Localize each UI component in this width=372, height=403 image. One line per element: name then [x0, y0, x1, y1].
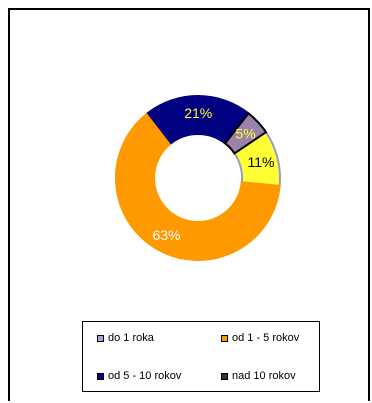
- legend-item-od-1-5-rokov: od 1 - 5 rokov: [221, 332, 299, 344]
- data-label-do-1-roka: 11%: [248, 154, 275, 170]
- data-label-nad-10-rokov: 5%: [235, 126, 255, 142]
- slice-od-1-5-rokov: [115, 111, 281, 261]
- legend-swatch-nad-10-rokov: [221, 372, 228, 380]
- legend-swatch-od-5-10-rokov: [97, 372, 104, 380]
- data-label-od-5-10-rokov: 21%: [184, 105, 212, 121]
- legend-swatch-do-1-roka: [97, 334, 104, 342]
- legend-label-do-1-roka: do 1 roka: [108, 332, 154, 344]
- donut-chart: 11% 63% 21% 5%: [115, 95, 281, 261]
- legend-label-od-5-10-rokov: od 5 - 10 rokov: [108, 370, 182, 382]
- legend-swatch-od-1-5-rokov: [221, 334, 228, 342]
- legend-item-od-5-10-rokov: od 5 - 10 rokov: [97, 370, 181, 382]
- legend-item-nad-10-rokov: nad 10 rokov: [221, 370, 296, 382]
- legend-label-od-1-5-rokov: od 1 - 5 rokov: [232, 332, 300, 344]
- slice-nad-10-rokov: [223, 111, 268, 155]
- data-label-od-1-5-rokov: 63%: [152, 227, 180, 243]
- legend-item-do-1-roka: do 1 roka: [97, 332, 154, 344]
- legend-label-nad-10-rokov: nad 10 rokov: [232, 370, 296, 382]
- chart-frame: 11% 63% 21% 5% do 1 roka od 1 - 5 rokov od …: [8, 8, 370, 401]
- chart-legend: do 1 roka od 1 - 5 rokov od 5 - 10 rokov…: [82, 321, 320, 392]
